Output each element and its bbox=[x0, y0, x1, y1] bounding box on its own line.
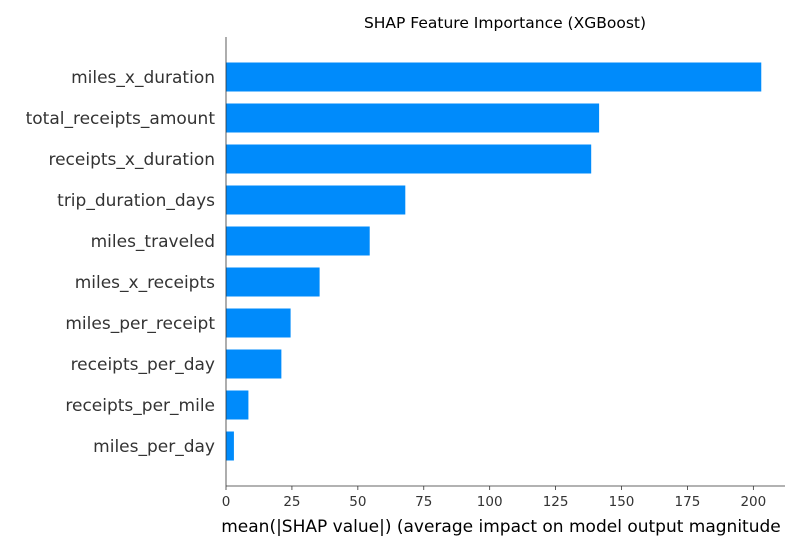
category-label: miles_per_receipt bbox=[65, 314, 215, 334]
bar-miles-x-receipts bbox=[226, 267, 320, 297]
x-tick-label: 0 bbox=[222, 494, 231, 510]
bar-miles-per-day bbox=[226, 431, 234, 461]
bar-receipts-x-duration bbox=[226, 144, 592, 174]
category-label: miles_x_duration bbox=[71, 68, 215, 88]
x-tick-label: 100 bbox=[477, 494, 503, 510]
bar-total-receipts-amount bbox=[226, 103, 600, 133]
bars-layer bbox=[226, 62, 762, 461]
bar-trip-duration-days bbox=[226, 185, 406, 215]
x-tick-label: 25 bbox=[283, 494, 300, 510]
x-tick-label: 200 bbox=[740, 494, 766, 510]
category-labels: miles_x_duration total_receipts_amountrec… bbox=[26, 68, 216, 457]
bar-miles-traveled bbox=[226, 226, 370, 256]
x-tick-label: 75 bbox=[415, 494, 432, 510]
x-tick-label: 150 bbox=[609, 494, 635, 510]
category-label: receipts_x_duration bbox=[48, 150, 215, 170]
bar-receipts-per-mile bbox=[226, 390, 249, 420]
bar-miles-x-duration bbox=[226, 62, 762, 92]
x-tick-label: 125 bbox=[543, 494, 569, 510]
category-label: total_receipts_amount bbox=[26, 109, 216, 129]
category-label: miles_x_receipts bbox=[75, 273, 215, 293]
category-label: trip_duration_days bbox=[57, 191, 215, 211]
x-axis-ticks: 0 25 50 75 100 125 150 175 200 bbox=[222, 486, 766, 510]
x-tick-label: 175 bbox=[675, 494, 701, 510]
category-label: miles_per_day bbox=[93, 437, 215, 457]
bar-miles-per-receipt bbox=[226, 308, 291, 338]
chart-title: SHAP Feature Importance (XGBoost) bbox=[364, 14, 646, 32]
x-axis-label: mean(|SHAP value|) (average impact on mo… bbox=[221, 517, 781, 537]
category-label: receipts_per_day bbox=[71, 355, 215, 375]
category-label: miles_traveled bbox=[91, 232, 215, 252]
category-label: receipts_per_mile bbox=[65, 396, 215, 416]
bar-receipts-per-day bbox=[226, 349, 282, 379]
x-tick-label: 50 bbox=[349, 494, 366, 510]
